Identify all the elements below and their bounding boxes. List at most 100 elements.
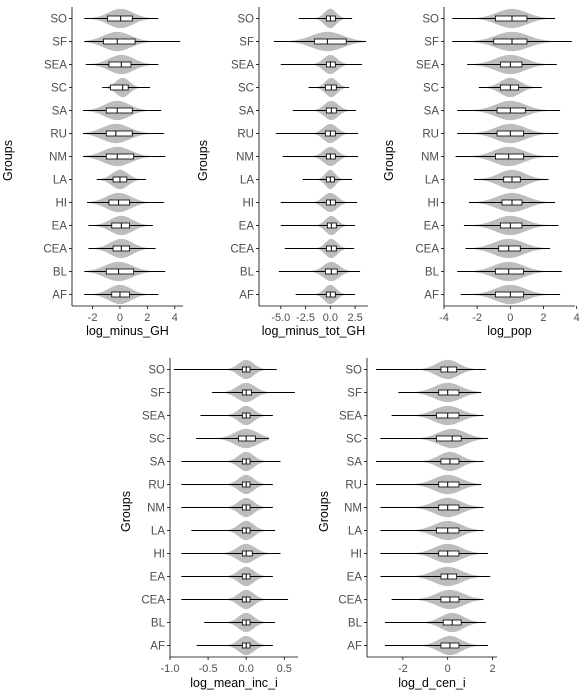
y-tick-label-SO: SO — [345, 365, 362, 377]
y-tick-label-SO: SO — [237, 14, 254, 26]
y-tick-label-HI: HI — [351, 549, 363, 561]
y-tick-label-SC: SC — [238, 83, 254, 95]
violin-group-SO — [375, 359, 486, 380]
y-tick-label-NM: NM — [236, 152, 254, 164]
violin-group-EA — [463, 215, 559, 236]
x-tick-label: 4 — [172, 312, 178, 324]
y-tick-label-SO: SO — [422, 14, 439, 26]
box-SF — [438, 389, 460, 396]
violin-group-RU — [457, 123, 559, 144]
x-tick-label: 2 — [144, 312, 150, 324]
y-tick-label-SF: SF — [424, 37, 439, 49]
y-tick-label-NM: NM — [421, 152, 439, 164]
panel-log_minus_GH: SO SF SEA SC SA RU NM LA HI EA CEA BL AF -2 0 2 4log_min… — [1, 7, 183, 338]
violin-group-SEA — [200, 405, 273, 426]
violin-group-BL — [84, 261, 166, 282]
violin-group-LA — [302, 169, 353, 190]
box-SC — [499, 84, 520, 91]
violin-group-SC — [380, 428, 489, 449]
x-tick-label: 2.5 — [347, 312, 362, 324]
y-tick-label-NM: NM — [344, 503, 362, 515]
y-tick-label-SO: SO — [50, 14, 67, 26]
box-BL — [495, 268, 524, 275]
y-tick-label-SF: SF — [347, 388, 362, 400]
box-HI — [438, 550, 460, 557]
box-SC — [238, 435, 256, 442]
y-tick-label-SF: SF — [239, 37, 254, 49]
y-tick-label-CEA: CEA — [230, 244, 254, 256]
y-tick-label-SA: SA — [424, 106, 440, 118]
y-tick-label-SC: SC — [149, 434, 165, 446]
x-tick-label: -0.5 — [199, 663, 218, 675]
x-tick-label: 4 — [574, 312, 580, 324]
violin-group-LA — [96, 169, 146, 190]
y-tick-label-RU: RU — [345, 480, 362, 492]
violin-group-NM — [380, 497, 484, 518]
y-tick-label-EA: EA — [347, 572, 363, 584]
panel-log_minus_tot_GH: SO SF SEA SC SA RU NM LA HI EA CEA BL AF -5.0 -2.5 0.0 2… — [196, 7, 368, 338]
box-SEA — [499, 61, 523, 68]
y-tick-label-HI: HI — [56, 198, 68, 210]
y-tick-label-SA: SA — [150, 457, 166, 469]
panel-log_d_cen_i: SO SF SEA SC SA RU NM LA HI EA CEA BL AF -2 0 2 log_d_ce… — [317, 358, 497, 690]
x-tick-label: -4 — [439, 312, 449, 324]
y-tick-label-SC: SC — [51, 83, 67, 95]
y-tick-label-CEA: CEA — [141, 595, 165, 607]
panel-log_pop: SO SF SEA SC SA RU NM LA HI EA CEA BL AF-4 -2 0 2 4 log_p… — [382, 7, 580, 338]
box-AF — [495, 291, 524, 298]
violin-group-SA — [82, 100, 162, 121]
box-NM — [105, 153, 135, 160]
box-SO — [495, 15, 528, 22]
box-RU — [438, 481, 460, 488]
violin-group-SC — [308, 77, 350, 98]
violin-group-LA — [191, 520, 276, 541]
violin-group-AF — [384, 635, 489, 656]
violin-group-HI — [468, 192, 556, 213]
violin-group-SF — [398, 382, 482, 403]
y-tick-label-SA: SA — [52, 106, 68, 118]
x-tick-label: -2 — [88, 312, 98, 324]
violin-group-RU — [82, 123, 164, 144]
y-tick-label-EA: EA — [150, 572, 166, 584]
y-tick-label-SC: SC — [423, 83, 439, 95]
y-tick-label-HI: HI — [428, 198, 440, 210]
y-tick-label-LA: LA — [240, 175, 254, 187]
violin-group-RU — [181, 474, 273, 495]
box-EA — [499, 222, 523, 229]
violin-group-NM — [181, 497, 273, 518]
box-SF — [241, 389, 252, 396]
y-tick-label-LA: LA — [151, 526, 165, 538]
violin-group-HI — [280, 192, 358, 213]
violin-group-CEA — [284, 238, 355, 259]
y-axis-title: Groups — [317, 491, 331, 532]
box-NM — [438, 504, 460, 511]
box-CEA — [498, 245, 521, 252]
y-tick-label-SF: SF — [52, 37, 67, 49]
x-tick-label: -2 — [472, 312, 482, 324]
x-axis-title: log_pop — [487, 324, 532, 338]
x-tick-label: -1.0 — [161, 663, 180, 675]
violin-group-BL — [204, 612, 276, 633]
y-tick-label-BL: BL — [425, 267, 440, 279]
violin-group-EA — [181, 566, 273, 587]
box-BL — [105, 268, 135, 275]
y-tick-label-BL: BL — [240, 267, 255, 279]
violin-group-SA — [292, 100, 357, 121]
x-axis-title: log_mean_inc_i — [190, 676, 278, 690]
y-tick-label-CEA: CEA — [43, 244, 67, 256]
violin-group-AF — [84, 284, 159, 305]
violin-group-NM — [455, 146, 559, 167]
y-tick-label-AF: AF — [239, 290, 254, 302]
y-tick-label-HI: HI — [154, 549, 166, 561]
y-tick-label-SC: SC — [346, 434, 362, 446]
violin-group-SA — [375, 451, 484, 472]
y-tick-label-SA: SA — [347, 457, 363, 469]
x-tick-label: 2 — [489, 663, 495, 675]
box-SO — [107, 15, 133, 22]
y-tick-label-CEA: CEA — [415, 244, 439, 256]
y-tick-label-NM: NM — [147, 503, 165, 515]
y-tick-label-SEA: SEA — [416, 60, 439, 72]
y-tick-label-SO: SO — [148, 365, 165, 377]
violin-group-SC — [102, 77, 151, 98]
box-SF — [103, 38, 136, 45]
